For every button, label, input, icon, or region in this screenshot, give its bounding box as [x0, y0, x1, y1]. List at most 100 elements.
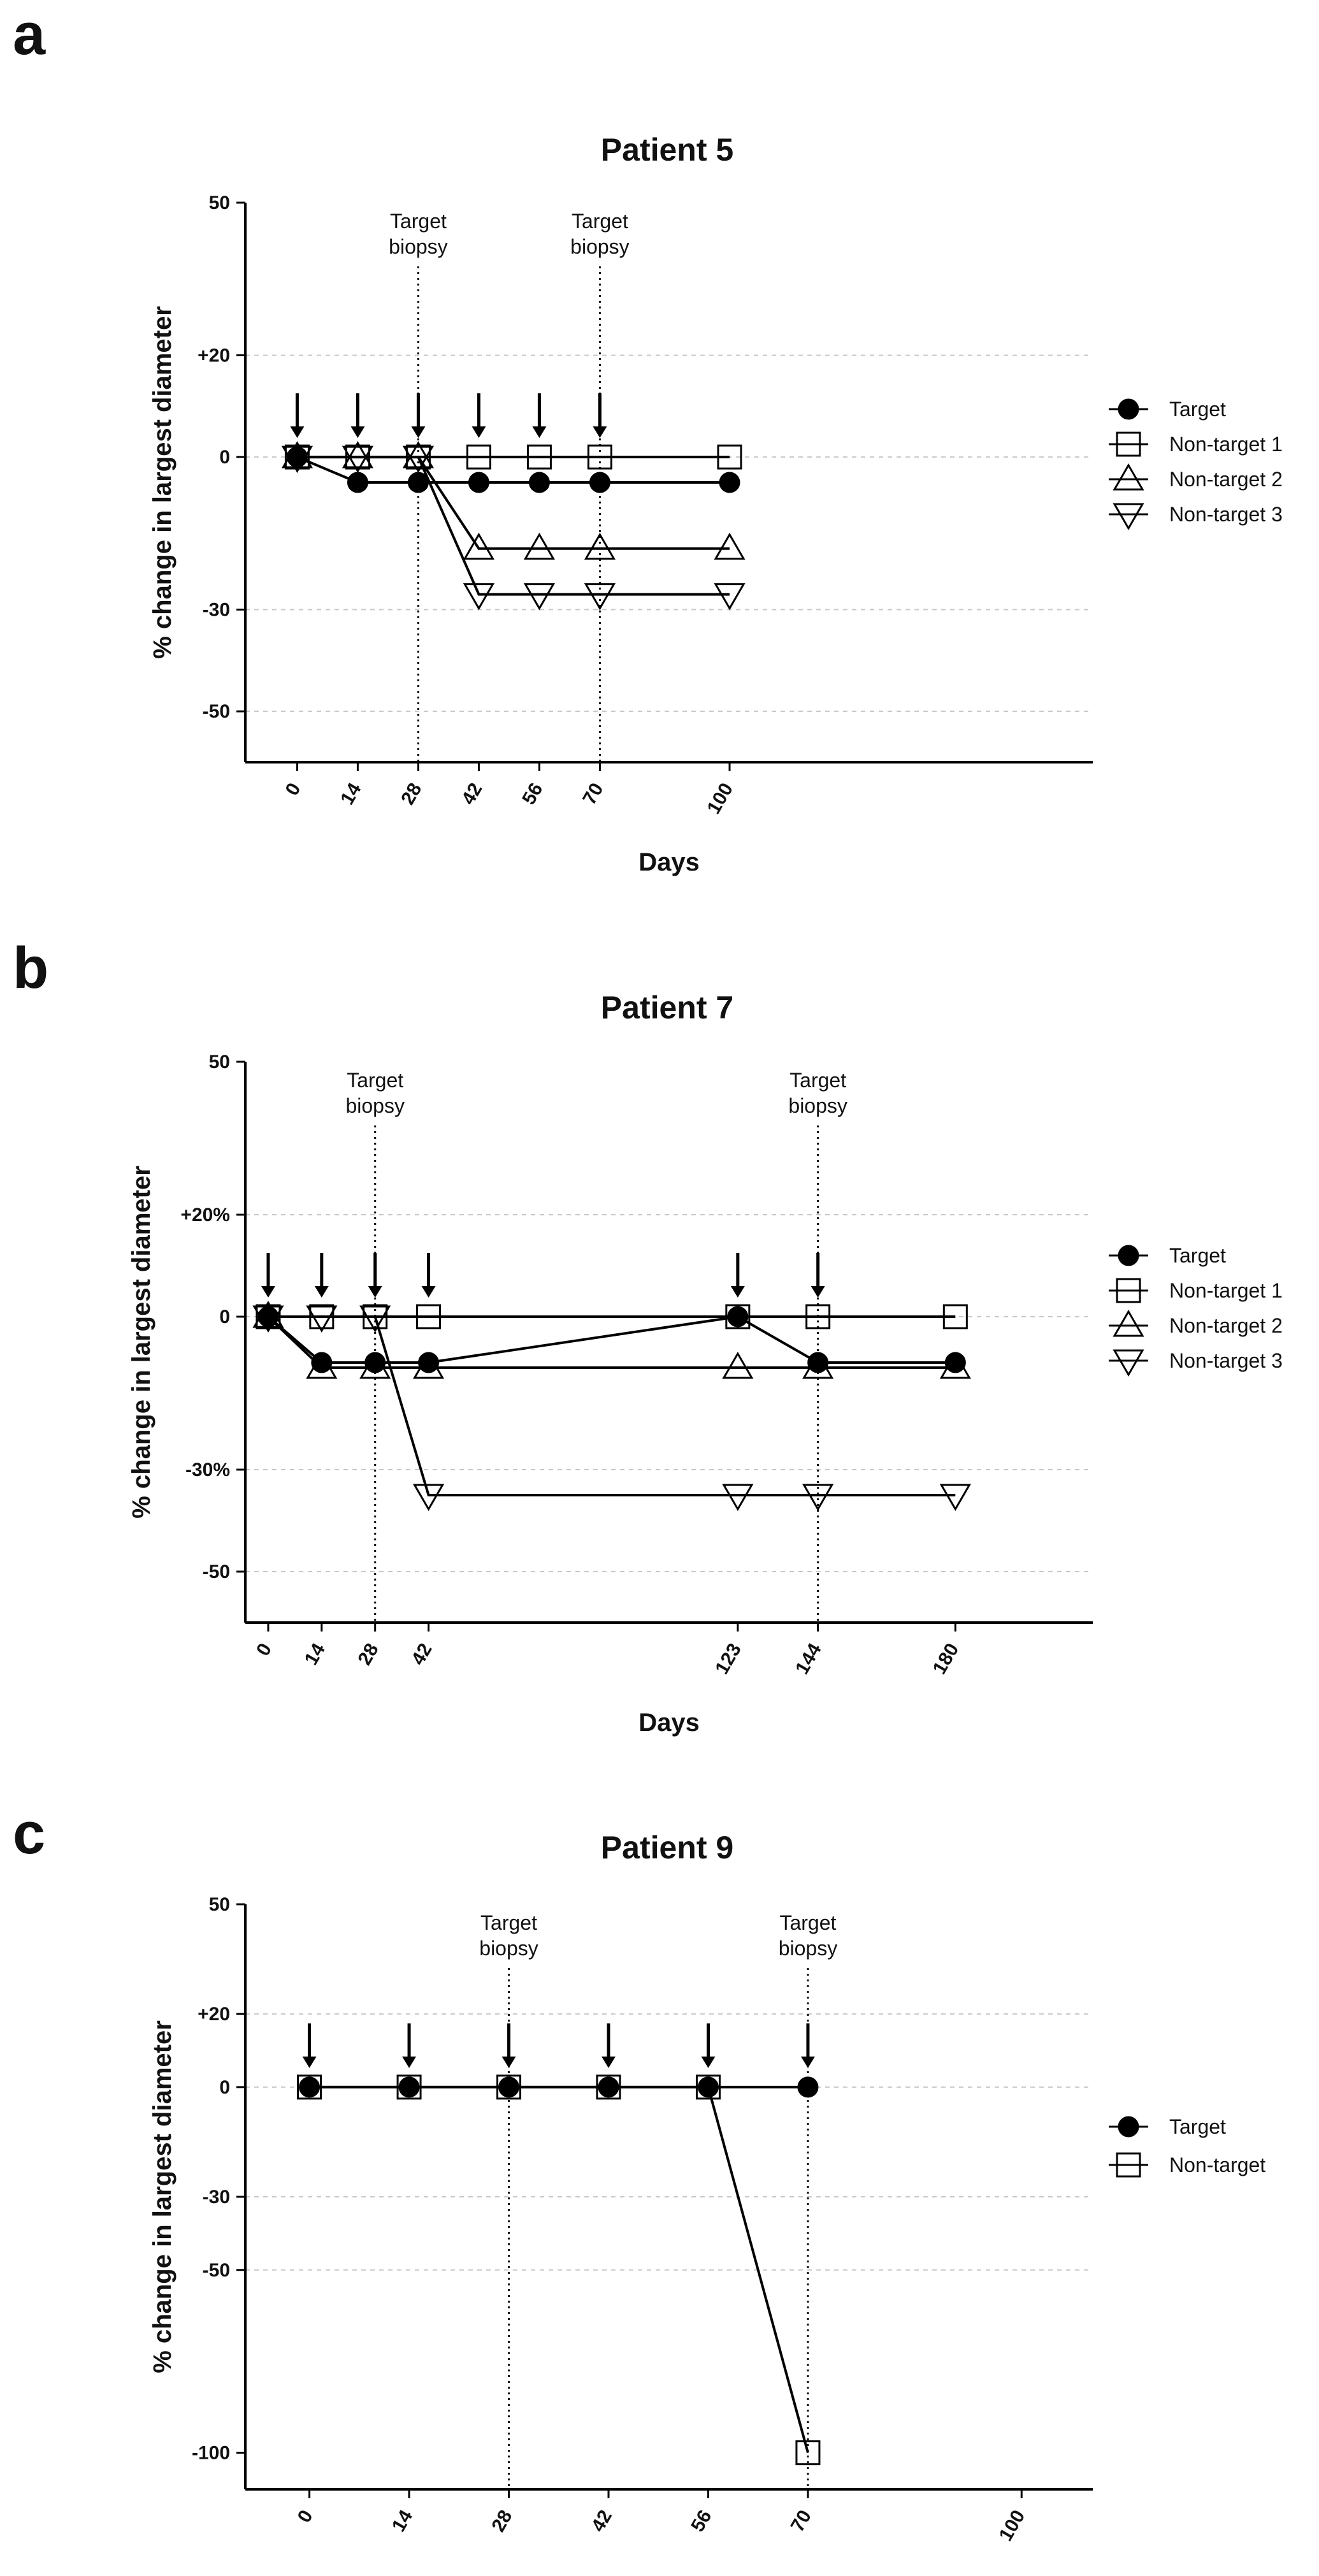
data-point-non-target-1 [805, 1304, 831, 1329]
arrow-head [261, 1286, 275, 1298]
arrow-head [701, 2056, 716, 2068]
data-point-target [257, 1306, 279, 1328]
biopsy-label-line1: Target [480, 1911, 537, 1934]
data-point-target [727, 1306, 749, 1328]
dose-arrow [532, 393, 547, 438]
data-point-non-target-3 [584, 583, 616, 611]
data-point-non-target-3 [939, 1484, 971, 1511]
arrow-head [501, 2056, 516, 2068]
data-point-non-target-1 [942, 1304, 968, 1329]
dose-arrow [602, 2023, 616, 2068]
dose-arrow [261, 1253, 275, 1298]
arrow-head [532, 426, 547, 438]
legend-marker [1113, 1310, 1144, 1337]
data-point-non-target-1 [284, 444, 310, 470]
data-point-non-target-3 [402, 445, 435, 474]
legend-marker [1116, 431, 1141, 457]
y-tick-label: +20% [180, 1205, 230, 1226]
biopsy-label-line2: biopsy [479, 1937, 538, 1960]
legend-item: Non-target 1 [1109, 431, 1283, 457]
dose-arrow [290, 393, 305, 438]
chart-title: Patient 9 [601, 1830, 733, 1865]
data-point-non-target-2 [281, 441, 314, 468]
data-point-target [719, 472, 740, 493]
legend-label: Target [1169, 1244, 1226, 1267]
legend-item: Target [1109, 1244, 1226, 1267]
arrow-head [602, 2056, 616, 2068]
data-point-non-target [496, 2074, 522, 2100]
arrow-head [402, 2056, 417, 2068]
legend-marker [1116, 2152, 1141, 2178]
data-point-non-target-3 [714, 583, 746, 611]
data-point-non-target-1 [526, 444, 552, 470]
data-point-target [347, 472, 368, 493]
y-tick-label: 50 [209, 192, 230, 213]
dose-arrow [800, 2023, 815, 2068]
data-point-non-target [297, 2074, 322, 2100]
data-point-non-target-2 [306, 1352, 338, 1379]
legend-marker [1113, 1349, 1144, 1377]
biopsy-label-line2: biopsy [389, 235, 448, 258]
data-point-non-target-3 [306, 1305, 338, 1333]
y-tick-label: 0 [219, 1306, 230, 1328]
data-point-non-target-1 [466, 444, 491, 470]
data-point-non-target [596, 2074, 621, 2100]
data-point-non-target-2 [342, 441, 374, 468]
dose-arrow [314, 1253, 329, 1298]
legend-label: Non-target 3 [1169, 1349, 1283, 1372]
dose-arrow [421, 1253, 436, 1298]
arrow-head [472, 426, 486, 438]
legend-item: Non-target 3 [1109, 1349, 1283, 1377]
y-axis-label: % change in largest diameter [148, 306, 177, 659]
legend-label: Target [1169, 398, 1226, 421]
y-tick-label: -30% [185, 1459, 230, 1480]
panel-letter: b [13, 936, 48, 1001]
data-point-non-target-3 [359, 1305, 391, 1333]
data-point-target [528, 472, 550, 493]
data-point-non-target-3 [281, 445, 314, 474]
data-point-non-target-3 [342, 445, 374, 474]
data-point-non-target-3 [463, 583, 495, 611]
dose-arrow [368, 1253, 382, 1298]
data-point-target [797, 2076, 819, 2098]
data-point-non-target-1 [587, 444, 612, 470]
data-point-target [286, 446, 308, 468]
arrow-head [368, 1286, 382, 1298]
data-point-non-target [795, 2440, 821, 2466]
data-point-non-target-2 [463, 532, 495, 560]
data-point-non-target-1 [345, 444, 370, 470]
y-tick-label: -50 [203, 1561, 230, 1582]
series-line-non-target-3 [268, 1315, 956, 1496]
biopsy-label-line2: biopsy [788, 1094, 847, 1117]
y-tick-label: -50 [203, 2260, 230, 2281]
dose-arrow [593, 393, 607, 438]
y-tick-label: +20 [198, 2004, 230, 2025]
arrow-head [290, 426, 305, 438]
data-point-non-target-1 [717, 444, 742, 470]
legend-marker [1116, 1278, 1141, 1303]
y-axis-label: % change in largest diameter [148, 2020, 177, 2373]
legend-item: Target [1109, 2115, 1226, 2138]
dose-arrow [501, 2023, 516, 2068]
legend-item: Non-target [1109, 2152, 1265, 2178]
y-tick-label: 0 [219, 447, 230, 468]
data-point-non-target [396, 2074, 422, 2100]
data-point-target [418, 1352, 440, 1373]
x-axis-label: Days [638, 848, 700, 876]
dose-arrow [701, 2023, 716, 2068]
dose-arrow [302, 2023, 317, 2068]
arrow-head [411, 426, 426, 438]
data-point-non-target-2 [523, 532, 556, 560]
dose-arrow [350, 393, 365, 438]
arrow-head [730, 1286, 745, 1298]
legend-marker [1118, 398, 1139, 420]
y-axis-label: % change in largest diameter [127, 1166, 155, 1519]
dose-arrow [411, 393, 426, 438]
data-point-target [807, 1352, 829, 1373]
biopsy-label-line1: Target [779, 1911, 836, 1934]
data-point-non-target-2 [802, 1352, 834, 1379]
data-point-non-target-3 [412, 1484, 445, 1511]
